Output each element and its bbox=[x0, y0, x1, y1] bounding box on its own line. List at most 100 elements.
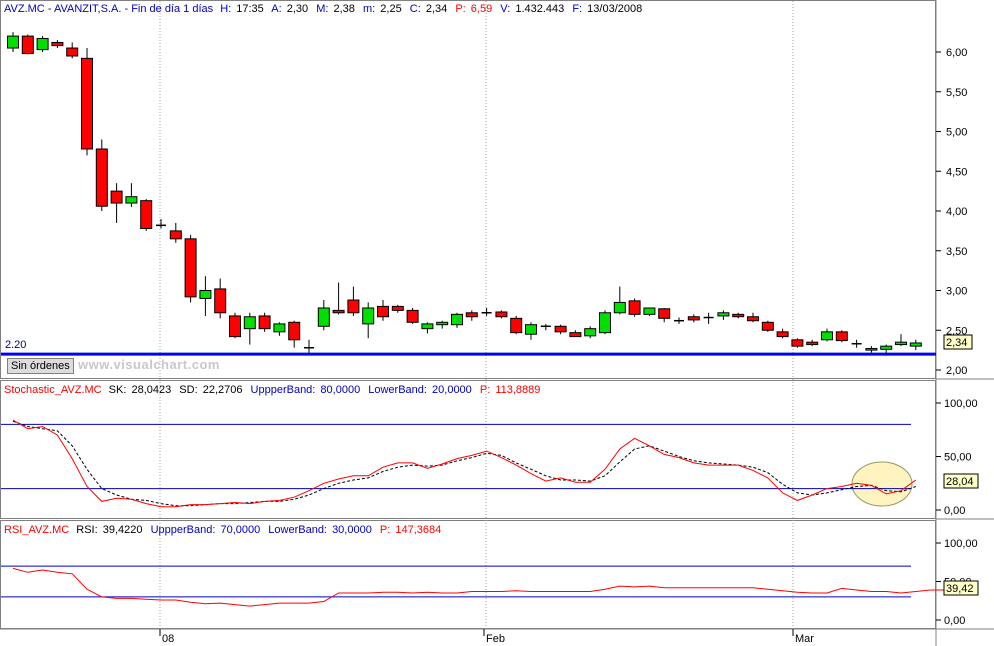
stoch-title: Stochastic_AVZ.MC bbox=[4, 384, 102, 396]
candle bbox=[36, 36, 49, 52]
watermark-text: www.visualchart.com bbox=[78, 357, 220, 372]
candle bbox=[125, 183, 138, 208]
stoch-lower-label: LowerBand: bbox=[368, 384, 427, 396]
rsi-rsi-value: 39,4220 bbox=[103, 524, 143, 536]
rsi-lower-value: 30,0000 bbox=[332, 524, 372, 536]
header-v-label: V: bbox=[500, 3, 510, 15]
candle bbox=[273, 322, 286, 336]
no-orders-button[interactable]: Sin órdenes bbox=[7, 358, 74, 374]
candle bbox=[169, 222, 182, 243]
header-v-value: 1.432.443 bbox=[515, 3, 564, 15]
candle bbox=[377, 300, 389, 321]
candle-body bbox=[628, 300, 641, 315]
price-axis: 2,00 2,50 3,00 3,50 4,00 4,50 5,00 5,50 6,00 bbox=[936, 47, 967, 377]
rsi-upper-label: UppperBand: bbox=[151, 524, 216, 536]
candle-body bbox=[125, 196, 138, 204]
candle bbox=[495, 310, 508, 319]
candle bbox=[436, 320, 449, 329]
price-tick-label: 5,50 bbox=[946, 87, 967, 99]
price-tick-label: 6,00 bbox=[946, 47, 967, 59]
candle-body bbox=[569, 332, 582, 338]
header-mm-label: m: bbox=[363, 3, 375, 15]
header-timeframe: Fin de día 1 días bbox=[131, 3, 213, 15]
candlestick-series bbox=[7, 32, 922, 356]
candle-body bbox=[184, 238, 197, 298]
candle-body bbox=[451, 313, 463, 326]
candle-body bbox=[95, 148, 108, 207]
stoch-last-box: 28,04 bbox=[943, 473, 979, 489]
stoch-sd-line bbox=[12, 420, 916, 507]
price-last-value: 2,34 bbox=[946, 337, 967, 349]
candle bbox=[658, 307, 671, 323]
candle-body bbox=[510, 317, 523, 334]
candle-body bbox=[687, 316, 700, 321]
candle-body bbox=[880, 345, 893, 350]
candle bbox=[525, 322, 537, 340]
stoch-upper-label: UppperBand: bbox=[251, 384, 316, 396]
candle-body bbox=[110, 190, 123, 204]
candle bbox=[406, 307, 419, 324]
stoch-last-box-bg bbox=[943, 473, 979, 489]
candle bbox=[851, 339, 862, 348]
header-f-value: 13/03/2008 bbox=[587, 3, 642, 15]
candle bbox=[554, 324, 567, 335]
candle bbox=[304, 339, 314, 355]
candle-body bbox=[421, 323, 434, 330]
candle-body bbox=[599, 312, 611, 334]
candle bbox=[674, 317, 684, 324]
rsi-p-label: P: bbox=[380, 524, 390, 536]
candle bbox=[584, 326, 597, 339]
candle bbox=[51, 40, 64, 49]
time-tick-label: Mar bbox=[795, 633, 814, 645]
candle bbox=[317, 300, 330, 331]
time-tick-label: Feb bbox=[486, 633, 505, 645]
stoch-sk-line bbox=[12, 419, 917, 508]
header-sep-1: - bbox=[48, 3, 54, 15]
candle-body bbox=[169, 230, 182, 240]
candle bbox=[229, 312, 241, 339]
candle bbox=[95, 139, 108, 211]
candle-body bbox=[865, 348, 878, 351]
candle bbox=[865, 346, 878, 353]
candle bbox=[510, 315, 523, 335]
header-f-label: F: bbox=[572, 3, 582, 15]
candle-body bbox=[317, 307, 330, 327]
stoch-sk-value: 28,0423 bbox=[131, 384, 171, 396]
header-m-value: 2,38 bbox=[334, 3, 355, 15]
candle-body bbox=[51, 41, 64, 47]
candle-body bbox=[658, 308, 671, 319]
price-last-box: 2,34 bbox=[943, 334, 973, 350]
candle bbox=[451, 312, 463, 328]
candle-body bbox=[554, 325, 567, 333]
candle bbox=[258, 312, 271, 332]
candle-body bbox=[909, 342, 922, 347]
stoch-tick-label: 0,00 bbox=[944, 505, 965, 517]
header-h-label: H: bbox=[220, 3, 231, 15]
header-h-value: 17:35 bbox=[236, 3, 264, 15]
candle-body bbox=[465, 312, 478, 318]
header-c-value: 2,34 bbox=[426, 3, 447, 15]
candle bbox=[821, 328, 833, 342]
candle bbox=[140, 199, 153, 231]
candle-body bbox=[406, 309, 419, 323]
candle-body bbox=[362, 307, 375, 325]
stoch-lower-value: 20,0000 bbox=[432, 384, 472, 396]
stoch-axis: 0,00 50,00 100,00 bbox=[936, 398, 978, 517]
stoch-sd-value: 22,2706 bbox=[203, 384, 243, 396]
header-p-value: 6,59 bbox=[471, 3, 492, 15]
header-m-label: M: bbox=[316, 3, 328, 15]
candle-body bbox=[835, 331, 848, 342]
candle bbox=[599, 310, 611, 335]
candle bbox=[347, 286, 360, 316]
stoch-tick-label: 50,00 bbox=[944, 452, 972, 464]
candle-body bbox=[377, 305, 389, 318]
candle-body bbox=[791, 339, 804, 347]
candle bbox=[703, 312, 714, 324]
candle-body bbox=[21, 35, 34, 55]
stoch-sd-label: SD: bbox=[179, 384, 197, 396]
rsi-tick-label: 0,00 bbox=[944, 615, 965, 627]
candle bbox=[761, 320, 774, 332]
candle-body bbox=[732, 313, 745, 318]
price-tick-label: 3,50 bbox=[946, 246, 967, 258]
candle bbox=[628, 298, 641, 317]
